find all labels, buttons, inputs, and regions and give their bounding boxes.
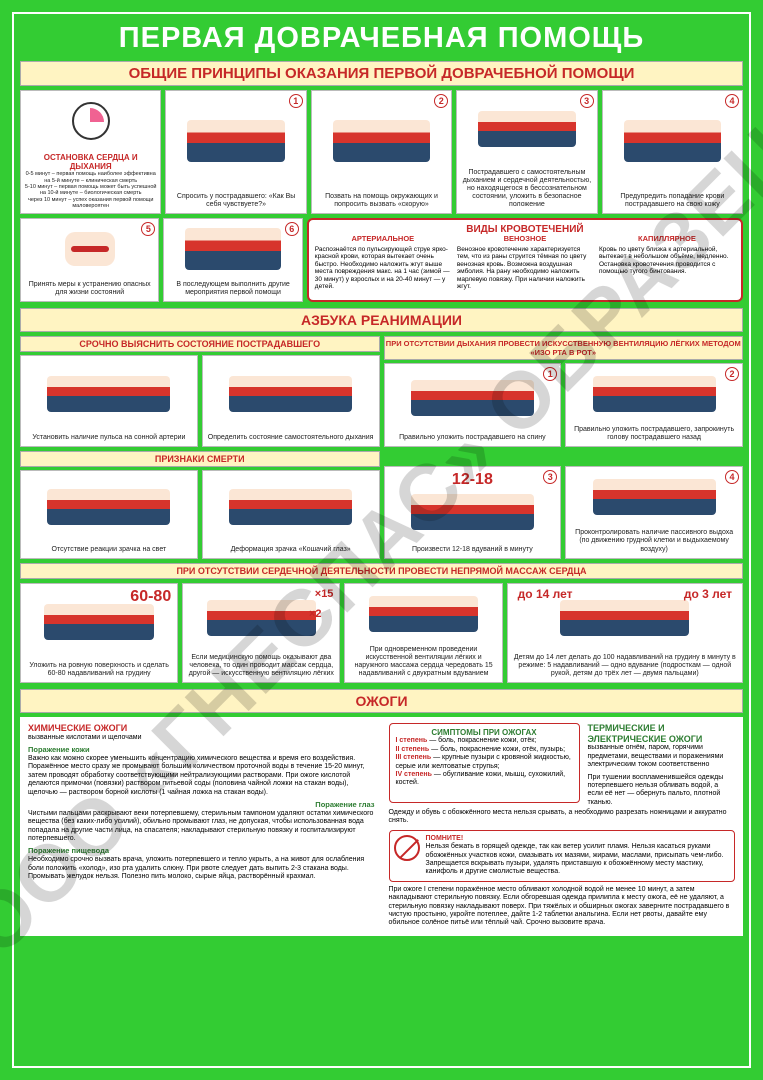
illustration bbox=[333, 120, 431, 162]
s1-c0-caption: ОСТАНОВКА СЕРДЦА И ДЫХАНИЯ 0-5 минут – п… bbox=[21, 151, 160, 213]
s2-d2: Деформация зрачка «Кошачий глаз» bbox=[202, 470, 380, 558]
s2-l2: Определить состояние самостоятельного ды… bbox=[202, 355, 380, 447]
wound-icon bbox=[65, 232, 115, 266]
burns-block: ХИМИЧЕСКИЕ ОЖОГИ вызванные кислотами и щ… bbox=[20, 717, 743, 936]
s2-death: ПРИЗНАКИ СМЕРТИ Отсутствие реакции зрачк… bbox=[20, 451, 380, 558]
s1-c1: 1 Спросить у пострадавшего: «Как Вы себя… bbox=[165, 90, 306, 214]
illustration bbox=[47, 489, 170, 525]
s2-h1: 60-80 Уложить на ровную поверхность и сд… bbox=[20, 583, 178, 683]
s2-l1: Установить наличие пульса на сонной арте… bbox=[20, 355, 198, 447]
step-badge-3: 3 bbox=[580, 94, 594, 108]
illustration bbox=[411, 380, 534, 416]
section2-header: АЗБУКА РЕАНИМАЦИИ bbox=[20, 308, 743, 332]
illustration bbox=[47, 376, 170, 412]
s1-c6: 6 В последующем выполнить другие меропри… bbox=[163, 218, 302, 302]
s2-h2: ×15 ×2 Если медицинскую помощь оказывают… bbox=[182, 583, 340, 683]
s1-clock-cell: ОСТАНОВКА СЕРДЦА И ДЫХАНИЯ 0-5 минут – п… bbox=[20, 90, 161, 214]
s1-row2: 5 Принять меры к устранению опасных для … bbox=[20, 218, 743, 302]
s2-r1: 1 Правильно уложить пострадавшего на спи… bbox=[384, 363, 562, 447]
step-badge-6: 6 bbox=[285, 222, 299, 236]
s2-h4: до 14 лет до 3 лет Детям до 14 лет делат… bbox=[507, 583, 743, 683]
s2-row2: ПРИЗНАКИ СМЕРТИ Отсутствие реакции зрачк… bbox=[20, 451, 743, 558]
heart-band: ПРИ ОТСУТСТВИИ СЕРДЕЧНОЙ ДЕЯТЕЛЬНОСТИ ПР… bbox=[20, 563, 743, 579]
illustration bbox=[478, 111, 576, 147]
illustration bbox=[44, 604, 153, 640]
prohibit-icon bbox=[394, 835, 420, 861]
bleeding-arterial: АРТЕРИАЛЬНОЕ Распознаётся по пульсирующе… bbox=[315, 235, 451, 296]
illustration bbox=[593, 479, 716, 515]
illustration bbox=[369, 596, 478, 632]
step-badge-4: 4 bbox=[725, 94, 739, 108]
symptoms-box: СИМПТОМЫ ПРИ ОЖОГАХ I степень — боль, по… bbox=[389, 723, 580, 803]
main-title: ПЕРВАЯ ДОВРАЧЕБНАЯ ПОМОЩЬ bbox=[14, 14, 749, 61]
s2-d1: Отсутствие реакции зрачка на свет bbox=[20, 470, 198, 558]
illustration bbox=[207, 600, 316, 636]
step-badge-1: 1 bbox=[289, 94, 303, 108]
poster-frame: ПЕРВАЯ ДОВРАЧЕБНАЯ ПОМОЩЬ ОБЩИЕ ПРИНЦИПЫ… bbox=[12, 12, 751, 1068]
bleeding-venous: ВЕНОЗНОЕ Венозное кровотечение характери… bbox=[457, 235, 593, 296]
s2-right: ПРИ ОТСУТСТВИИ ДЫХАНИЯ ПРОВЕСТИ ИСКУССТВ… bbox=[384, 336, 744, 447]
bleeding-types-box: ВИДЫ КРОВОТЕЧЕНИЙ АРТЕРИАЛЬНОЕ Распознаё… bbox=[307, 218, 743, 302]
section3-header: ОЖОГИ bbox=[20, 689, 743, 713]
remember-box: ПОМНИТЕ! Нельзя бежать в горящей одежде,… bbox=[389, 830, 736, 882]
illustration bbox=[229, 376, 352, 412]
s2-left: СРОЧНО ВЫЯСНИТЬ СОСТОЯНИЕ ПОСТРАДАВШЕГО … bbox=[20, 336, 380, 447]
illustration bbox=[411, 494, 534, 530]
s1-c4: 4 Предупредить попадание крови пострадав… bbox=[602, 90, 743, 214]
illustration bbox=[185, 228, 281, 270]
illustration bbox=[229, 489, 352, 525]
s2-r2: 2 Правильно уложить пострадавшего, запро… bbox=[565, 363, 743, 447]
illustration bbox=[560, 600, 689, 636]
illustration bbox=[624, 120, 722, 162]
illustration bbox=[593, 376, 716, 412]
bleeding-capillary: КАПИЛЛЯРНОЕ Кровь по цвету близка к арте… bbox=[599, 235, 735, 296]
s1-c3: 3 Пострадавшего с самостоятельным дыхани… bbox=[456, 90, 597, 214]
s1-c2: 2 Позвать на помощь окружающих и попроси… bbox=[311, 90, 452, 214]
s2-d4: 4 Проконтролировать наличие пассивного в… bbox=[565, 466, 743, 558]
burns-left: ХИМИЧЕСКИЕ ОЖОГИ вызванные кислотами и щ… bbox=[28, 723, 375, 928]
s2-row1: СРОЧНО ВЫЯСНИТЬ СОСТОЯНИЕ ПОСТРАДАВШЕГО … bbox=[20, 336, 743, 447]
burns-right: СИМПТОМЫ ПРИ ОЖОГАХ I степень — боль, по… bbox=[389, 723, 736, 928]
section1-header: ОБЩИЕ ПРИНЦИПЫ ОКАЗАНИЯ ПЕРВОЙ ДОВРАЧЕБН… bbox=[20, 61, 743, 86]
s2-h3: При одновременном проведении искусственн… bbox=[344, 583, 502, 683]
s2-d3: 3 12-18 Произвести 12-18 вдуваний в мину… bbox=[384, 466, 562, 558]
s1-c5: 5 Принять меры к устранению опасных для … bbox=[20, 218, 159, 302]
s2-breath: 3 12-18 Произвести 12-18 вдуваний в мину… bbox=[384, 451, 744, 558]
clock-icon bbox=[72, 102, 110, 140]
s1-row1: ОСТАНОВКА СЕРДЦА И ДЫХАНИЯ 0-5 минут – п… bbox=[20, 90, 743, 214]
s2-heart-row: 60-80 Уложить на ровную поверхность и сд… bbox=[20, 583, 743, 683]
illustration bbox=[187, 120, 285, 162]
